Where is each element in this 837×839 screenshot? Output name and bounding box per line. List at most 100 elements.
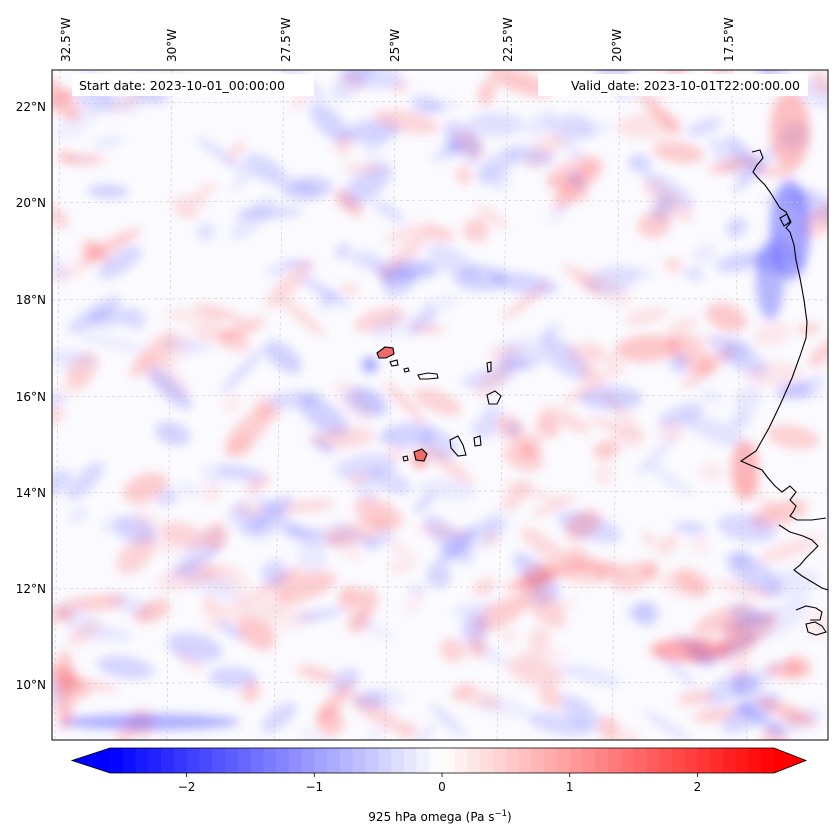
colorbar-segment	[710, 748, 724, 773]
lat-tick: 22°N	[16, 100, 46, 114]
colorbar-segment	[110, 748, 124, 773]
colorbar-segment	[659, 748, 673, 773]
lat-tick: 12°N	[16, 582, 46, 596]
lon-tick: 27.5°W	[279, 17, 293, 62]
map-panel	[51, 69, 829, 741]
lon-tick: 20°W	[610, 29, 624, 62]
lon-tick: 32.5°W	[59, 17, 73, 62]
colorbar-segment	[518, 748, 532, 773]
omega-field	[52, 70, 828, 740]
info-box-right	[538, 74, 808, 96]
colorbar-label: 925 hPa omega (Pa s−1)	[368, 809, 511, 824]
colorbar-segment	[390, 748, 405, 773]
colorbar-segment	[761, 748, 775, 773]
longitude-labels: 32.5°W 30°W 27.5°W 25°W 22.5°W 20°W 17.5…	[59, 17, 736, 62]
coastline	[739, 149, 828, 636]
island-santiago	[449, 435, 467, 457]
island-fogo	[413, 448, 428, 462]
start-date-label: Start date: 2023-10-01_00:00:00	[79, 78, 285, 93]
colorbar-segment	[633, 748, 647, 773]
colorbar-tick-label: 2	[694, 780, 702, 794]
colorbar-segment	[327, 748, 341, 773]
colorbar-segment	[582, 748, 596, 773]
lon-tick: 22.5°W	[501, 17, 515, 62]
lat-tick: 16°N	[16, 390, 46, 404]
island-santo-antao	[376, 346, 395, 359]
colorbar-segment	[135, 748, 149, 773]
colorbar-segment	[263, 748, 277, 773]
colorbar-segment	[480, 748, 494, 773]
lat-tick: 14°N	[16, 486, 46, 500]
colorbar-segment	[237, 748, 252, 773]
colorbar-segment	[748, 748, 762, 773]
colorbar-segment	[365, 748, 379, 773]
island-sao-vicente	[389, 359, 399, 367]
colorbar-segment	[148, 748, 162, 773]
colorbar-tick-label: −2	[178, 780, 196, 794]
colorbar-segment	[684, 748, 698, 773]
colorbar-segment	[199, 748, 213, 773]
colorbar-segment	[352, 748, 366, 773]
island-sao-nicolau	[417, 372, 439, 380]
lat-tick: 20°N	[16, 196, 46, 210]
island-maio	[473, 435, 482, 447]
colorbar-outline	[70, 747, 808, 774]
island-brava	[402, 455, 409, 462]
colorbar-segment	[301, 748, 315, 773]
colorbar-segment	[250, 748, 264, 773]
colorbar-segment	[429, 748, 443, 773]
colorbar-extend-max	[774, 748, 806, 773]
gridlines	[52, 70, 828, 740]
islands	[376, 346, 502, 462]
colorbar-segment	[608, 748, 622, 773]
island-santa-luzia	[403, 367, 410, 373]
colorbar-segment	[531, 748, 545, 773]
colorbar-extend-min	[72, 748, 110, 773]
colorbar-tick-label: 0	[438, 780, 446, 794]
colorbar: −2 −1 0 1 2 925 hPa omega (Pa s−1)	[70, 747, 808, 824]
colorbar-segment	[646, 748, 660, 773]
colorbar-segment	[212, 748, 226, 773]
colorbar-ticks: −2 −1 0 1 2	[178, 773, 701, 794]
colorbar-segment	[556, 748, 571, 773]
valid-date-label: Valid_date: 2023-10-01T22:00:00.00	[571, 78, 800, 93]
island-boa-vista	[486, 390, 502, 405]
colorbar-segment	[467, 748, 481, 773]
lat-tick: 10°N	[16, 678, 46, 692]
colorbar-segment	[314, 748, 328, 773]
colorbar-segment	[161, 748, 175, 773]
colorbar-segment	[378, 748, 392, 773]
colorbar-segment	[173, 748, 188, 773]
colorbar-segment	[122, 748, 137, 773]
colorbar-segment	[403, 748, 418, 773]
colorbar-segment	[416, 748, 430, 773]
colorbar-segment	[505, 748, 520, 773]
latitude-labels: 22°N 20°N 18°N 16°N 14°N 12°N 10°N	[16, 100, 46, 692]
colorbar-tick-label: −1	[305, 780, 323, 794]
colorbar-segment	[722, 748, 737, 773]
lon-tick: 17.5°W	[722, 17, 736, 62]
colorbar-segment	[697, 748, 711, 773]
colorbar-segment	[735, 748, 750, 773]
map-frame	[51, 69, 829, 741]
colorbar-segment	[288, 748, 303, 773]
island-sal	[486, 361, 492, 373]
colorbar-segment	[671, 748, 686, 773]
lat-tick: 18°N	[16, 293, 46, 307]
colorbar-segment	[595, 748, 609, 773]
colorbar-segment	[186, 748, 200, 773]
lon-tick: 25°W	[388, 29, 402, 62]
colorbar-segment	[620, 748, 635, 773]
colorbar-segment	[454, 748, 469, 773]
info-box-left	[72, 74, 314, 96]
colorbar-segment	[442, 748, 456, 773]
colorbar-segment	[493, 748, 507, 773]
colorbar-segment	[224, 748, 239, 773]
colorbar-tick-label: 1	[566, 780, 574, 794]
lon-tick: 30°W	[165, 29, 179, 62]
colorbar-segment	[276, 748, 290, 773]
colorbar-segments	[110, 748, 775, 773]
colorbar-segment	[569, 748, 584, 773]
colorbar-segment	[339, 748, 354, 773]
